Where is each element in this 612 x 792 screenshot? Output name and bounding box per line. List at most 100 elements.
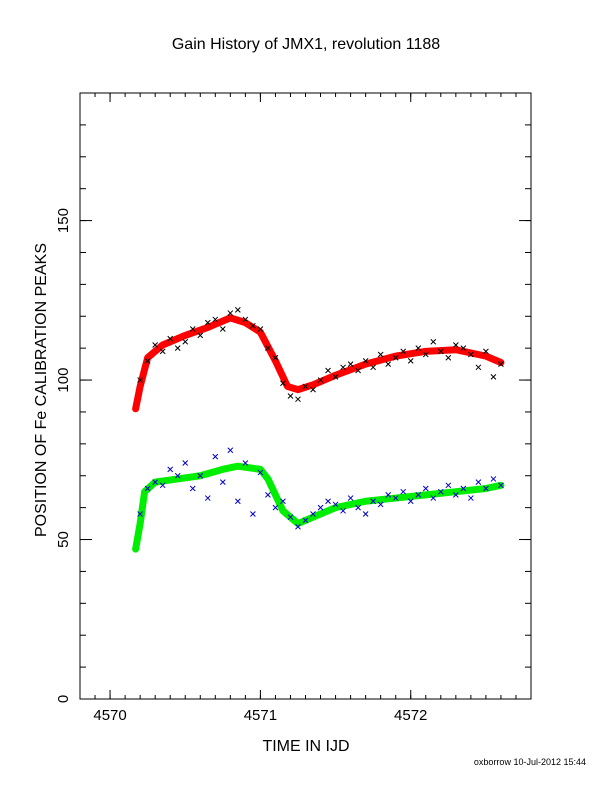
plot-frame (79, 92, 532, 700)
data-point (422, 485, 429, 492)
x-tick-label: 4572 (394, 707, 427, 724)
data-point (159, 482, 166, 489)
data-point (302, 383, 309, 390)
data-point (167, 335, 174, 342)
data-point (182, 338, 189, 345)
chart-title: Gain History of JMX1, revolution 1188 (171, 36, 441, 53)
axis-tick-labels: 4570 4571 4572 0 50 100 150 (55, 208, 427, 724)
data-point (407, 358, 414, 364)
data-point (400, 348, 407, 355)
data-point (280, 498, 286, 505)
data-point (325, 367, 331, 374)
data-point (332, 374, 339, 380)
data-point (265, 492, 271, 498)
data-point (400, 488, 407, 495)
data-point (219, 326, 226, 332)
data-point (490, 476, 497, 482)
data-point (468, 495, 474, 501)
data-point (332, 501, 339, 508)
data-point (385, 361, 392, 367)
data-point (498, 482, 504, 489)
data-point (242, 460, 249, 466)
data-point (250, 511, 256, 517)
data-point (137, 377, 143, 383)
data-point (340, 364, 346, 371)
x-axis-label: TIME IN IJD (262, 738, 350, 755)
data-point (265, 345, 271, 352)
data-point (347, 495, 354, 501)
data-point (475, 364, 482, 371)
data-point (272, 354, 279, 361)
data-point (362, 358, 369, 364)
data-point (144, 485, 151, 492)
data-point (385, 492, 392, 498)
data-point (452, 492, 459, 498)
data-point (483, 485, 489, 492)
data-point (159, 348, 166, 355)
fit-line (132, 314, 505, 413)
data-point (227, 447, 234, 454)
footer-annotation: oxborrow 10-Jul-2012 15:44 (473, 757, 586, 767)
x-tick-label: 4571 (244, 707, 277, 724)
data-point (340, 507, 346, 514)
data-point (234, 307, 241, 313)
data-point (144, 358, 151, 364)
data-point (257, 326, 264, 332)
data-point (430, 338, 437, 345)
data-point (377, 351, 384, 358)
data-point (422, 351, 429, 358)
data-point (174, 472, 181, 479)
data-point (460, 345, 467, 352)
y-tick-label: 100 (55, 368, 72, 393)
data-point (174, 345, 181, 352)
data-point (355, 504, 361, 511)
data-point (197, 472, 204, 479)
data-point (212, 316, 219, 323)
data-point (204, 495, 211, 501)
data-point (437, 348, 444, 355)
data-point (204, 319, 211, 326)
data-point (295, 523, 301, 530)
data-point (152, 479, 159, 485)
data-point (490, 374, 497, 380)
data-point (137, 511, 143, 517)
data-point (392, 495, 399, 501)
data-point (445, 354, 452, 361)
data-point (234, 498, 241, 505)
data-point (310, 511, 316, 517)
data-point (362, 511, 369, 517)
data-point (437, 488, 444, 495)
data-point (347, 361, 354, 367)
x-tick-label: 4570 (93, 707, 126, 724)
y-axis-label-text: POSITION OF Fe CALIBRATION PEAKS (33, 243, 50, 537)
data-point (377, 501, 384, 508)
data-point (460, 485, 467, 492)
data-point (257, 469, 264, 476)
data-point (302, 517, 309, 524)
data-point (197, 332, 204, 339)
data-point (415, 345, 422, 352)
data-point (325, 498, 331, 505)
data-point (370, 364, 377, 371)
data-point (415, 492, 422, 498)
data-point (498, 361, 504, 367)
data-point (272, 504, 279, 511)
data-point (182, 460, 189, 466)
data-point (355, 367, 361, 374)
data-point (452, 342, 459, 348)
data-point (212, 453, 219, 460)
data-point (310, 386, 316, 393)
data-point (483, 348, 489, 355)
data-point (468, 351, 474, 358)
y-tick-label: 150 (55, 208, 72, 233)
data-point (407, 498, 414, 505)
data-point (430, 495, 437, 501)
data-point (370, 498, 377, 505)
data-point (317, 504, 324, 511)
data-point (445, 482, 452, 489)
data-point (152, 342, 159, 348)
data-marks (132, 307, 505, 553)
data-point (250, 322, 256, 329)
data-point (242, 316, 249, 323)
